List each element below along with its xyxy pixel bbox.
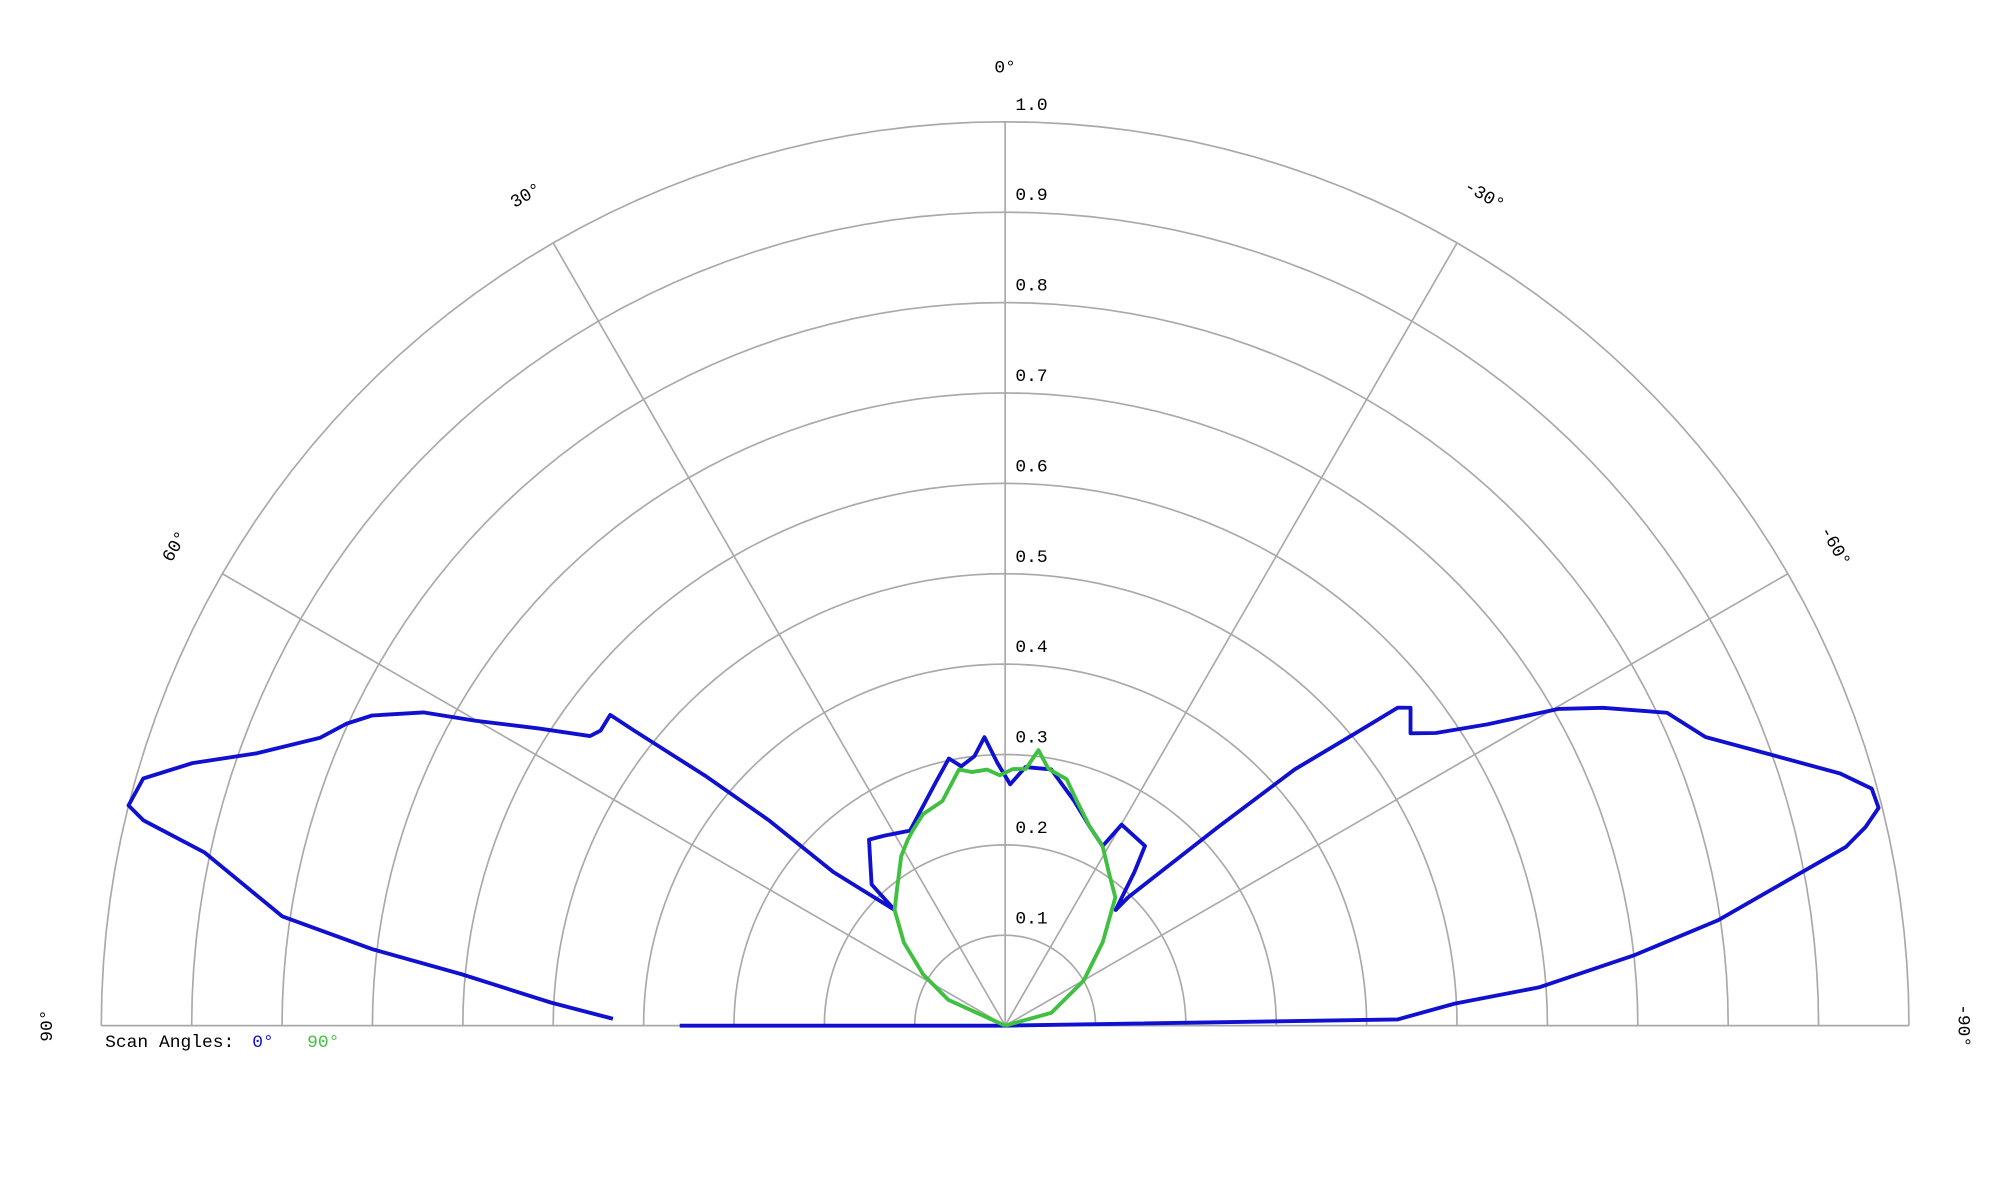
r-tick-label: 0.8 [1015,277,1047,297]
series-line [892,748,1118,1028]
legend-title: Scan Angles: [105,1033,234,1053]
r-tick-label: 0.7 [1015,367,1047,387]
series-line [126,705,1881,1028]
legend-entry: 90° [307,1033,339,1053]
theta-tick-label: 90° [38,1009,58,1041]
theta-tick-label: -90° [1952,1004,1972,1047]
r-tick-label: 0.6 [1015,457,1047,477]
r-tick-label: 0.2 [1015,819,1047,839]
grid [100,120,1910,1027]
grid-spoke [1004,242,1458,1027]
theta-tick-label: 30° [507,180,545,213]
r-tick-label: 0.3 [1015,729,1047,749]
theta-tick-label: 60° [159,528,192,566]
r-tick-label: 0.4 [1015,638,1047,658]
legend-entry: 0° [252,1033,274,1053]
plot-area [126,705,1881,1028]
theta-tick-label: -30° [1460,177,1507,216]
theta-tick-label: -60° [1815,523,1854,570]
r-tick-label: 0.5 [1015,548,1047,568]
r-tick-label: 0.9 [1015,186,1047,206]
r-tick-label: 1.0 [1015,96,1047,116]
grid-spoke [1004,572,1789,1027]
theta-tick-label: 0° [994,58,1016,78]
grid-spoke [552,242,1006,1027]
grid-spoke [221,572,1006,1027]
r-tick-label: 0.1 [1015,909,1047,929]
